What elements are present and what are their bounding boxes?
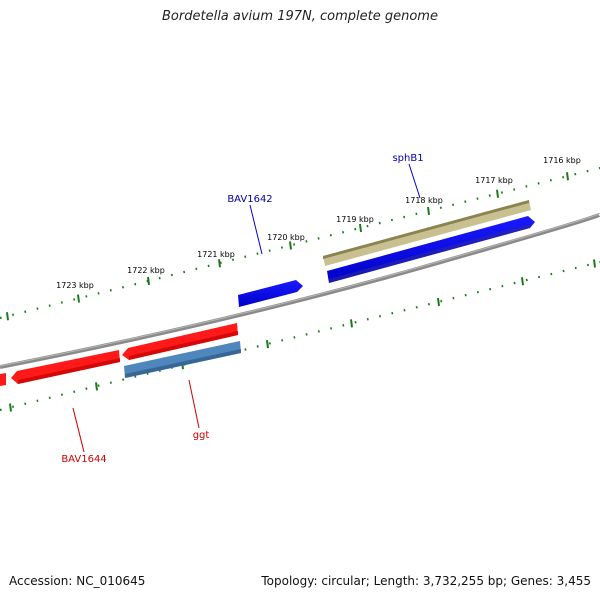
gene-ggt[interactable] (124, 341, 241, 378)
outer-major-tick (496, 189, 499, 198)
gene-reverse-partial[interactable] (0, 373, 6, 386)
BAV1644-leader-line (72, 407, 85, 453)
gene-BAV1642[interactable] (238, 280, 303, 307)
map-title: Bordetella avium 197N, complete genome (162, 9, 438, 24)
inner-major-tick (9, 403, 12, 412)
genome-backbone (0, 212, 600, 369)
gene-label-BAV1642[interactable]: BAV1642 (227, 194, 272, 205)
tick-label: 1722 kbp (127, 266, 165, 275)
gene-ggt-shade (125, 349, 241, 378)
genome-summary-text: Topology: circular; Length: 3,732,255 bp… (261, 574, 591, 588)
tick-label: 1720 kbp (267, 233, 305, 242)
gene-BAV1644-shade (18, 358, 120, 384)
gene-label-ggt[interactable]: ggt (193, 430, 210, 441)
gene-reverse-large-shade (129, 331, 238, 360)
outer-major-ticks (6, 172, 569, 321)
gene-label-BAV1644[interactable]: BAV1644 (61, 454, 106, 465)
inner-major-tick (437, 297, 440, 307)
gene-forward-large-shade (329, 224, 530, 283)
inner-major-tick (521, 277, 524, 286)
outer-major-tick (427, 206, 430, 216)
gene-forward-large[interactable] (327, 216, 535, 283)
outer-major-tick (147, 276, 150, 286)
BAV1642-leader-line (249, 204, 263, 255)
outer-major-tick (6, 312, 9, 321)
gene-sphB1-edge (323, 200, 529, 259)
tick-label: 1716 kbp (543, 156, 581, 165)
outer-major-tick (566, 172, 569, 181)
tick-label: 1719 kbp (336, 215, 374, 224)
tick-label: 1723 kbp (56, 281, 94, 290)
outer-major-tick (218, 259, 221, 268)
gene-BAV1642-shape[interactable] (238, 280, 303, 307)
outer-major-tick (77, 294, 80, 303)
accession-text: Accession: NC_010645 (9, 574, 146, 588)
gene-reverse-partial-shape[interactable] (0, 373, 6, 386)
outer-major-tick (289, 241, 292, 250)
gene-reverse-large[interactable] (122, 323, 238, 360)
gene-BAV1644-shape[interactable] (11, 350, 120, 384)
inner-major-tick (593, 259, 596, 268)
gene-reverse-large-shape[interactable] (122, 323, 238, 360)
tick-label: 1718 kbp (405, 196, 443, 205)
inner-major-tick (95, 382, 98, 391)
gene-sphB1[interactable] (323, 200, 531, 266)
outer-tick-labels: 1723 kbp 1722 kbp 1721 kbp 1720 kbp 1719 kbp… (56, 156, 581, 290)
inner-major-tick (350, 319, 353, 328)
gene-BAV1644[interactable] (11, 350, 120, 384)
outer-major-tick (359, 223, 362, 233)
sphB1-leader-line (408, 163, 421, 199)
inner-major-tick (266, 340, 269, 349)
ggt-leader-line (188, 379, 200, 429)
genome-backbone-highlight (0, 212, 600, 367)
gene-label-sphB1[interactable]: sphB1 (392, 153, 423, 164)
tick-label: 1721 kbp (197, 250, 235, 259)
inner-major-ticks (9, 259, 596, 412)
tick-label: 1717 kbp (475, 176, 513, 185)
